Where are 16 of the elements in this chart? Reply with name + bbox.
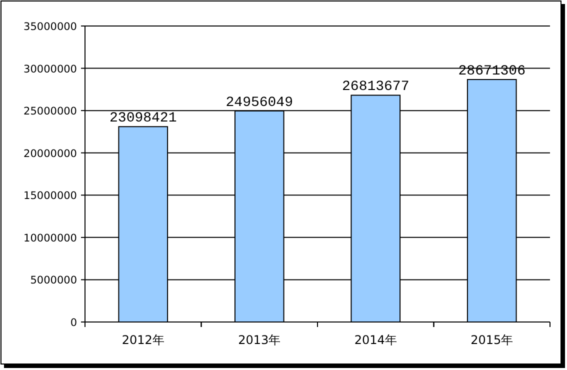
- data-label: 26813677: [342, 79, 410, 96]
- y-tick-label: 25000000: [24, 106, 77, 118]
- x-tick-label: 2015年: [470, 333, 514, 347]
- y-tick-label: 30000000: [24, 63, 77, 76]
- y-tick-label: 0: [70, 317, 77, 329]
- data-label: 28671306: [458, 64, 526, 80]
- data-label: 23098421: [110, 110, 177, 127]
- x-tick-label: 2013年: [238, 333, 281, 347]
- y-tick-label: 15000000: [24, 190, 77, 202]
- x-tick-label: 2014年: [354, 333, 397, 347]
- y-tick-label: 20000000: [24, 148, 77, 160]
- y-tick-label: 10000000: [24, 232, 77, 244]
- data-label: 24956049: [226, 94, 293, 111]
- y-tick-label: 5000000: [30, 274, 77, 287]
- y-tick-label: 35000000: [24, 21, 77, 33]
- x-tick-label: 2012年: [122, 333, 164, 347]
